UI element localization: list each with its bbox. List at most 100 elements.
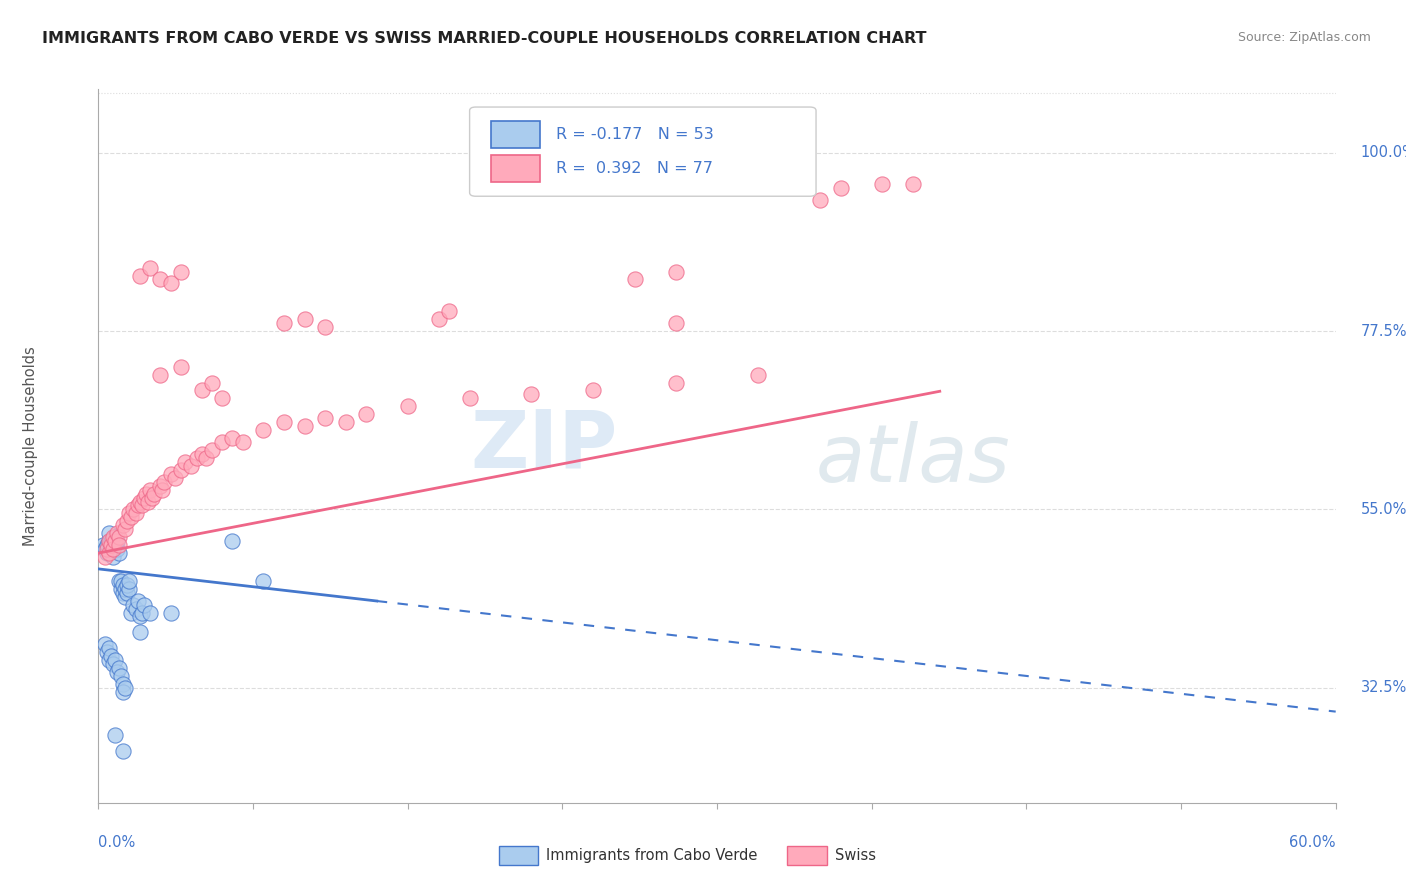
Point	[273, 316, 295, 330]
Point	[139, 260, 162, 275]
Point	[194, 450, 217, 465]
Point	[101, 657, 124, 671]
Point	[93, 542, 115, 557]
Point	[104, 653, 127, 667]
Point	[114, 582, 136, 596]
Point	[458, 392, 481, 406]
Point	[163, 471, 186, 485]
Point	[112, 518, 135, 533]
Text: ZIP: ZIP	[471, 407, 619, 485]
Point	[211, 435, 233, 450]
Point	[108, 530, 131, 544]
Text: 32.5%: 32.5%	[1361, 681, 1406, 696]
Point	[190, 447, 212, 461]
Point	[105, 665, 128, 679]
Point	[170, 264, 193, 278]
Point	[124, 601, 146, 615]
Point	[97, 546, 120, 560]
Point	[153, 475, 176, 489]
Point	[159, 606, 181, 620]
FancyBboxPatch shape	[491, 120, 540, 148]
Point	[335, 415, 357, 429]
Point	[117, 578, 139, 592]
Point	[252, 423, 274, 437]
Point	[139, 483, 162, 497]
Point	[118, 507, 141, 521]
Text: 55.0%: 55.0%	[1361, 502, 1406, 517]
Point	[356, 407, 378, 421]
Point	[294, 312, 316, 326]
Point	[97, 534, 120, 549]
Point	[170, 463, 193, 477]
Point	[117, 514, 139, 528]
Point	[114, 522, 136, 536]
Point	[437, 304, 460, 318]
Point	[201, 442, 224, 457]
Point	[112, 744, 135, 758]
Point	[159, 277, 181, 291]
Point	[96, 538, 118, 552]
Point	[427, 312, 450, 326]
Text: Swiss: Swiss	[835, 848, 876, 863]
Point	[96, 546, 118, 560]
Point	[97, 526, 120, 541]
Point	[174, 455, 197, 469]
Point	[128, 268, 150, 283]
Point	[141, 491, 163, 505]
Point	[211, 392, 233, 406]
Point	[101, 549, 124, 564]
Point	[128, 625, 150, 640]
Point	[870, 178, 893, 192]
Point	[149, 272, 172, 286]
Point	[108, 538, 131, 552]
Point	[122, 598, 145, 612]
Point	[93, 549, 115, 564]
Point	[665, 264, 688, 278]
Point	[117, 585, 139, 599]
Point	[623, 272, 645, 286]
Point	[100, 534, 122, 549]
Point	[221, 534, 243, 549]
FancyBboxPatch shape	[470, 107, 815, 196]
Point	[120, 606, 142, 620]
Point	[114, 590, 136, 604]
Point	[101, 542, 124, 557]
Point	[112, 585, 135, 599]
Point	[122, 502, 145, 516]
Point	[108, 546, 131, 560]
Point	[100, 542, 122, 557]
Point	[118, 582, 141, 596]
Point	[901, 178, 924, 192]
Point	[149, 478, 172, 492]
Point	[273, 415, 295, 429]
Point	[105, 526, 128, 541]
Point	[314, 320, 336, 334]
Point	[128, 609, 150, 624]
FancyBboxPatch shape	[491, 155, 540, 182]
Point	[186, 450, 208, 465]
Point	[112, 677, 135, 691]
Point	[830, 181, 852, 195]
Point	[180, 458, 202, 473]
Point	[149, 368, 172, 382]
Point	[396, 400, 419, 414]
Text: 100.0%: 100.0%	[1361, 145, 1406, 161]
Point	[112, 578, 135, 592]
Point	[150, 483, 173, 497]
Text: 60.0%: 60.0%	[1289, 835, 1336, 849]
Point	[100, 649, 122, 664]
Point	[170, 359, 193, 374]
Point	[104, 728, 127, 742]
Point	[110, 582, 132, 596]
Point	[582, 384, 605, 398]
Point	[201, 376, 224, 390]
Point	[808, 193, 831, 207]
Point	[97, 534, 120, 549]
Point	[520, 387, 543, 401]
Point	[105, 534, 128, 549]
Point	[105, 542, 128, 557]
Point	[159, 467, 181, 481]
Point	[747, 368, 769, 382]
Point	[104, 530, 127, 544]
Point	[101, 530, 124, 544]
